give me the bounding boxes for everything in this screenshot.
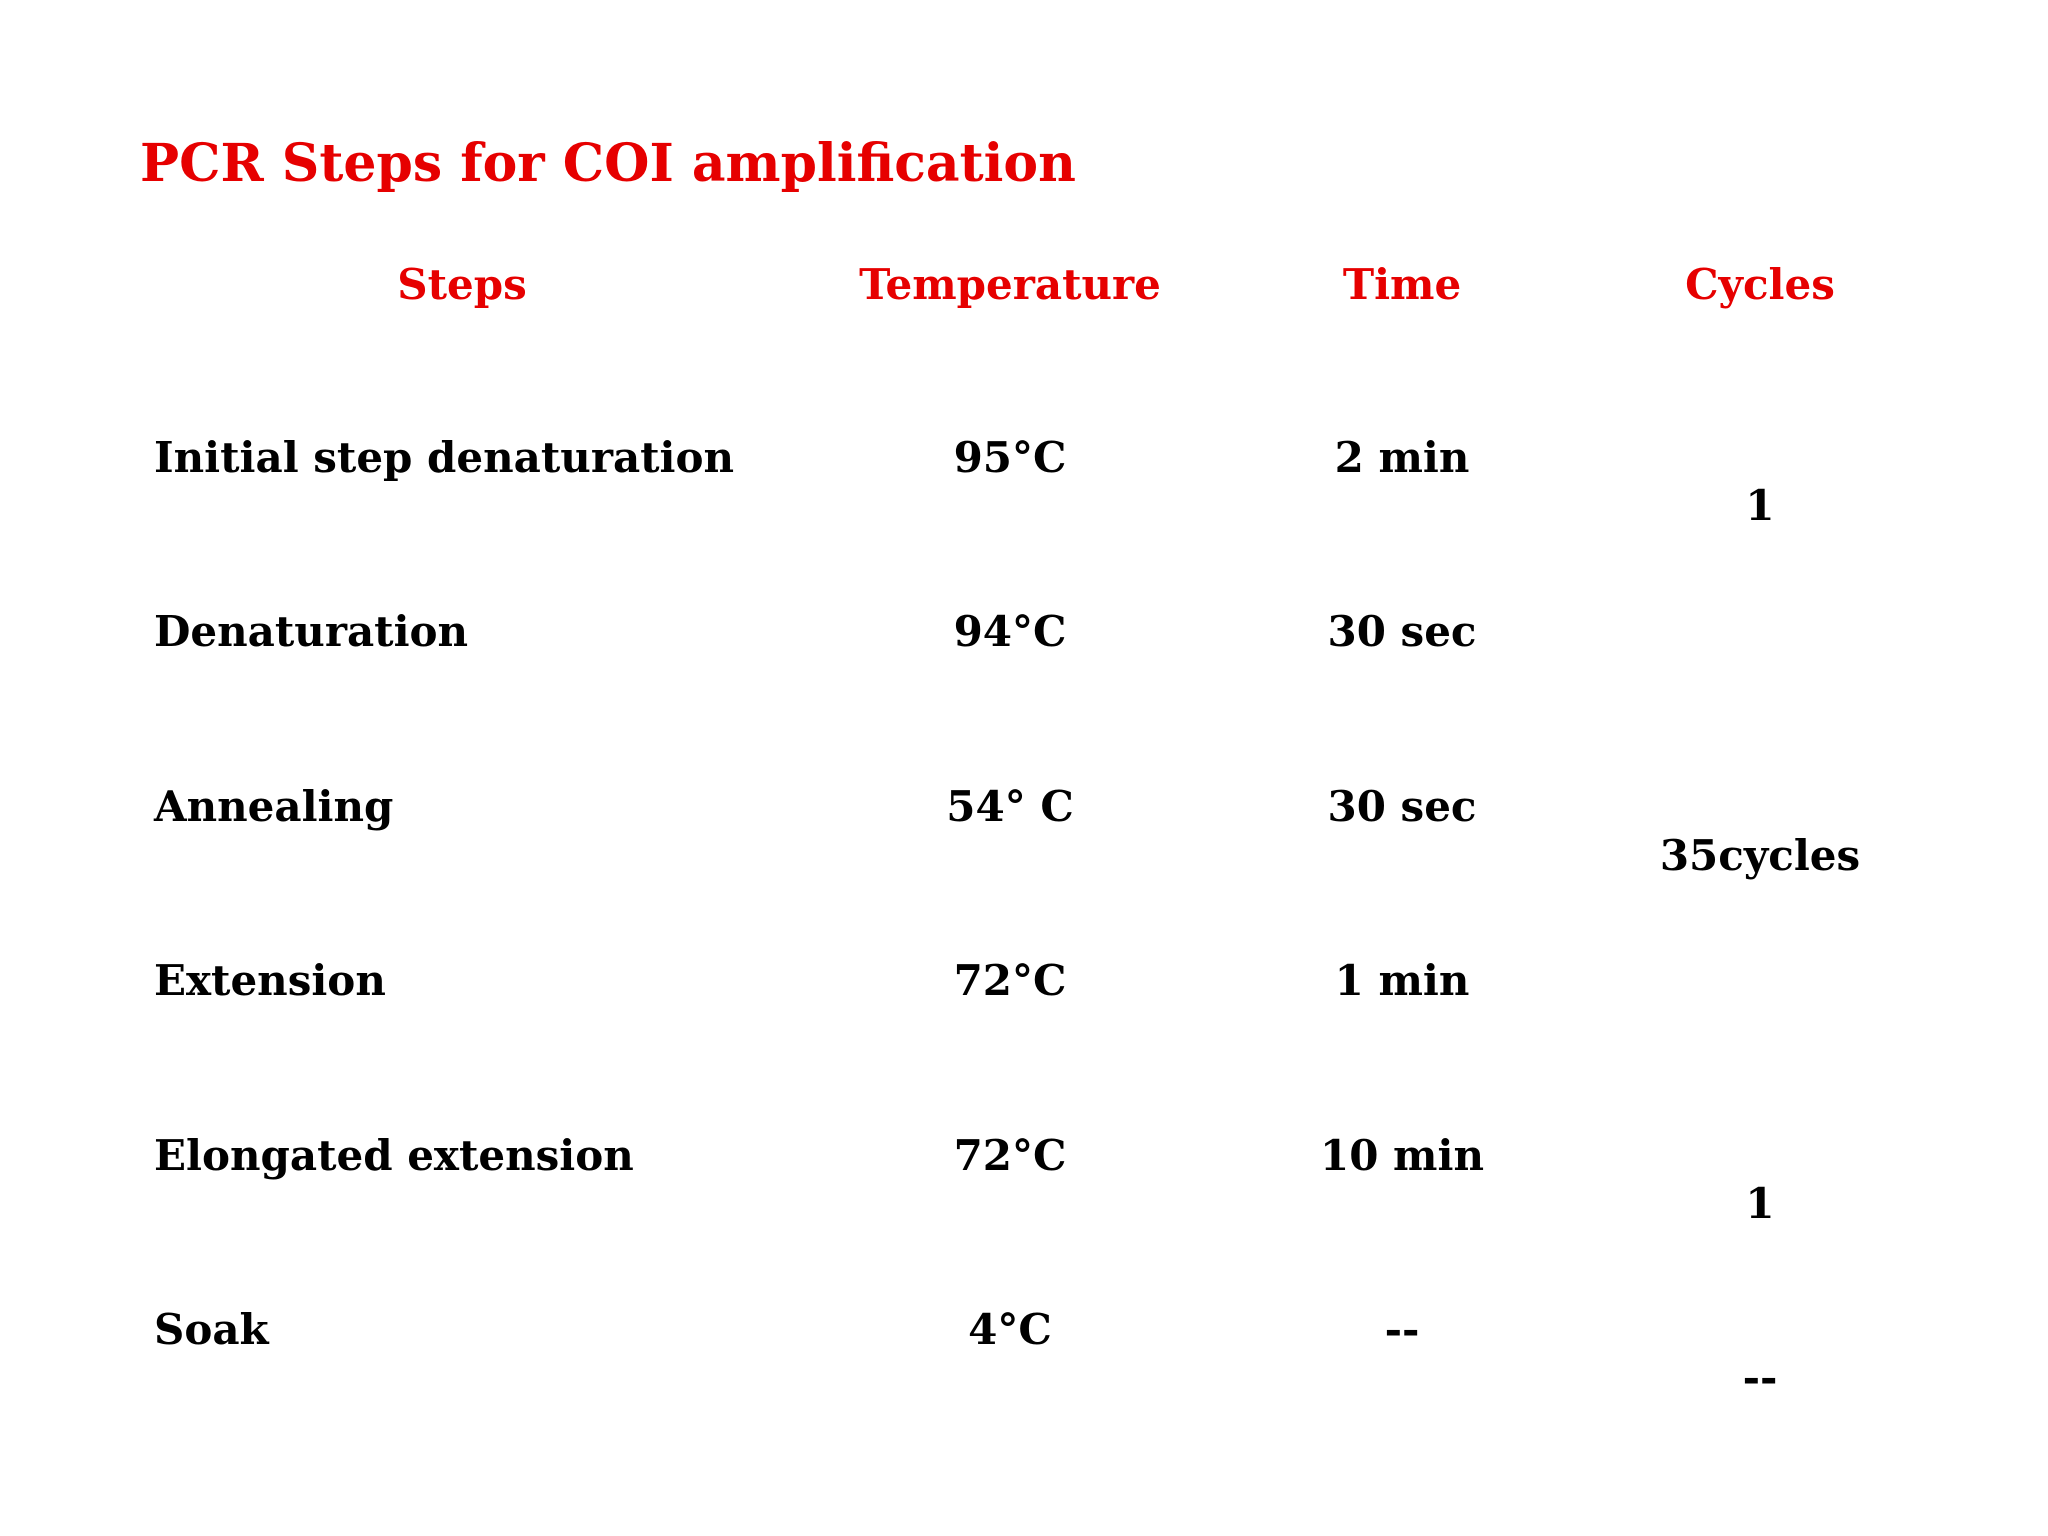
time-value: --: [1384, 1305, 1420, 1354]
temperature-value: 95°C: [953, 433, 1067, 482]
time-value: 30 sec: [1327, 607, 1477, 656]
header-steps: Steps: [397, 260, 527, 309]
temperature-value: 72°C: [953, 956, 1067, 1005]
temperature-value: 4°C: [968, 1305, 1052, 1354]
step-label: Elongated extension: [154, 1131, 634, 1180]
temperature-value: 54° C: [946, 782, 1074, 831]
header-time: Time: [1342, 260, 1462, 309]
temperature-value: 72°C: [953, 1131, 1067, 1180]
step-label: Annealing: [154, 782, 394, 831]
cycles-value: 35cycles: [1659, 831, 1861, 880]
step-label: Denaturation: [154, 607, 469, 656]
time-value: 1 min: [1334, 956, 1470, 1005]
cycles-value: 1: [1745, 1179, 1775, 1228]
time-value: 30 sec: [1327, 782, 1477, 831]
step-label: Initial step denaturation: [154, 433, 735, 482]
slide-title: PCR Steps for COI amplification: [140, 133, 1076, 194]
time-value: 10 min: [1319, 1131, 1485, 1180]
temperature-value: 94°C: [953, 607, 1067, 656]
header-temperature: Temperature: [859, 260, 1161, 309]
time-value: 2 min: [1334, 433, 1470, 482]
step-label: Extension: [154, 956, 386, 1005]
cycles-value: 1: [1745, 481, 1775, 530]
cycles-value: --: [1742, 1353, 1778, 1402]
header-cycles: Cycles: [1685, 260, 1835, 309]
step-label: Soak: [154, 1305, 269, 1354]
